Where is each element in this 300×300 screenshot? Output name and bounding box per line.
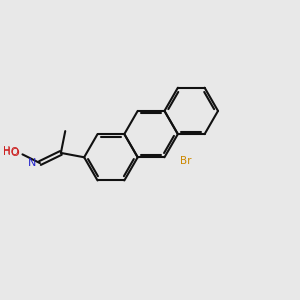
Text: N: N: [28, 158, 36, 168]
Text: H: H: [3, 146, 10, 157]
Text: O: O: [11, 148, 20, 158]
Text: Br: Br: [181, 156, 192, 166]
Text: HO: HO: [3, 147, 19, 157]
